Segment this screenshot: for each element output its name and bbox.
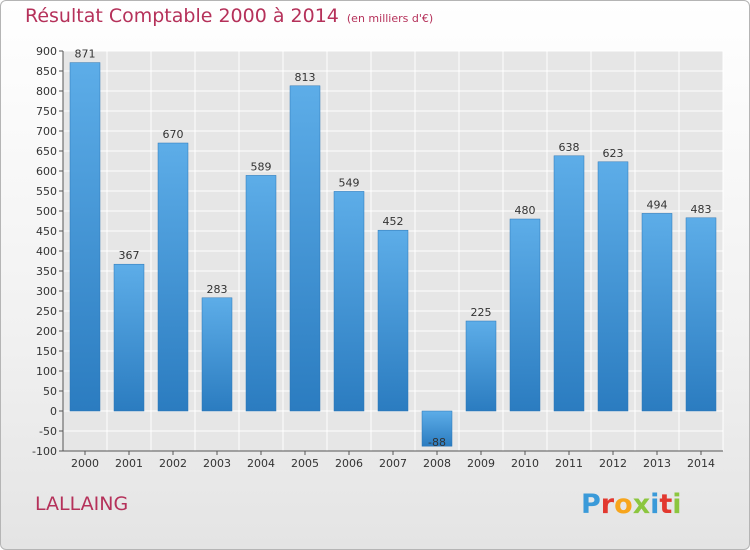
x-tick-label: 2000	[71, 457, 99, 470]
value-label: 623	[603, 147, 624, 160]
axes: -100 -50 0 50 100 150 200 250 300 350 400 450 500 550…	[32, 45, 723, 470]
bar	[597, 161, 629, 412]
logo-letter: r	[600, 489, 615, 520]
bar	[641, 213, 673, 412]
x-tick-label: 2005	[291, 457, 319, 470]
x-tick-label: 2006	[335, 457, 363, 470]
value-label: 589	[251, 160, 272, 173]
y-tick-label: 250	[36, 305, 57, 318]
y-tick-label: 300	[36, 285, 57, 298]
y-tick-label: 400	[36, 245, 57, 258]
bar	[113, 263, 145, 412]
y-tick-label: 100	[36, 365, 57, 378]
value-label: 452	[383, 215, 404, 228]
chart-title: Résultat Comptable 2000 à 2014 (en millie…	[25, 5, 433, 27]
x-tick-label: 2011	[555, 457, 583, 470]
value-label: 871	[75, 48, 96, 61]
x-tick-label: 2007	[379, 457, 407, 470]
x-tick-label: 2013	[643, 457, 671, 470]
bar	[69, 62, 101, 412]
x-tick-label: 2009	[467, 457, 495, 470]
bar	[157, 142, 189, 412]
logo-letter: i	[672, 489, 682, 520]
bar	[421, 410, 453, 447]
y-tick-label: 800	[36, 85, 57, 98]
proxiti-logo: Proxiti	[581, 489, 682, 520]
y-tick-label: 850	[36, 65, 57, 78]
logo-letter: i	[650, 489, 660, 520]
commune-name: LALLAING	[35, 493, 129, 515]
bar	[289, 85, 321, 412]
x-tick-label: 2004	[247, 457, 275, 470]
y-tick-label: -50	[39, 425, 57, 438]
value-label: 813	[295, 71, 316, 84]
x-tick-label: 2012	[599, 457, 627, 470]
bar	[377, 229, 409, 412]
logo-letter: x	[632, 489, 651, 520]
y-tick-label: 150	[36, 345, 57, 358]
y-tick-label: 200	[36, 325, 57, 338]
bar	[509, 218, 541, 412]
logo-letter: o	[614, 489, 633, 520]
y-tick-label: 0	[50, 405, 57, 418]
y-tick-label: 900	[36, 45, 57, 58]
value-label: 367	[119, 249, 140, 262]
y-tick-label: 700	[36, 125, 57, 138]
value-label: 483	[691, 203, 712, 216]
y-tick-label: 350	[36, 265, 57, 278]
chart-subtitle: (en milliers d'€)	[346, 12, 434, 25]
bar	[685, 217, 717, 412]
bar	[201, 297, 233, 412]
x-tick-label: 2010	[511, 457, 539, 470]
value-labels: 871 367 670 283 589 813 549 452 -88 225 480 638 623 4…	[75, 48, 712, 450]
value-label: 283	[207, 283, 228, 296]
x-tick-label: 2014	[687, 457, 715, 470]
value-label: 480	[515, 204, 536, 217]
x-tick-label: 2001	[115, 457, 143, 470]
y-tick-label: 500	[36, 205, 57, 218]
y-tick-label: 750	[36, 105, 57, 118]
y-tick-label: -100	[32, 445, 57, 458]
y-tick-label: 50	[43, 385, 57, 398]
bars	[69, 62, 717, 447]
bar	[333, 191, 365, 412]
y-tick-label: 550	[36, 185, 57, 198]
title-text: Résultat Comptable 2000 à 2014	[25, 5, 339, 27]
logo-letter: t	[659, 489, 673, 520]
y-tick-label: 650	[36, 145, 57, 158]
value-label: -88	[428, 436, 446, 449]
bar	[465, 320, 497, 412]
value-label: 225	[471, 306, 492, 319]
x-tick-label: 2003	[203, 457, 231, 470]
bar	[553, 155, 585, 412]
value-label: 494	[647, 198, 668, 211]
y-tick-label: 600	[36, 165, 57, 178]
value-label: 670	[163, 128, 184, 141]
value-label: 638	[559, 141, 580, 154]
bar	[245, 175, 277, 412]
value-label: 549	[339, 176, 360, 189]
y-tick-label: 450	[36, 225, 57, 238]
x-tick-label: 2008	[423, 457, 451, 470]
x-tick-label: 2002	[159, 457, 187, 470]
logo-letter: P	[581, 489, 601, 520]
